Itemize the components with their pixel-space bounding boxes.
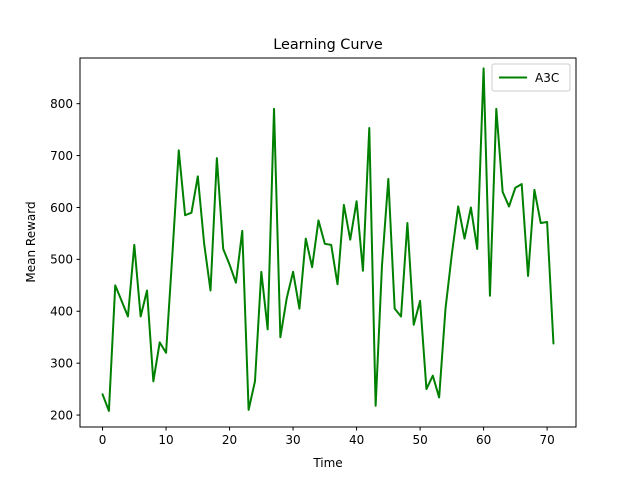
legend: A3C xyxy=(491,63,571,92)
y-tick-label: 800 xyxy=(50,97,73,111)
x-tick-label: 40 xyxy=(349,433,364,447)
x-tick-label: 20 xyxy=(222,433,237,447)
x-axis-label: Time xyxy=(312,456,342,470)
axis-ticks: 0 10 20 30 40 50 60 70 200 300 400 500 600 700 800 xyxy=(50,97,555,447)
y-tick-label: 300 xyxy=(50,356,73,370)
x-tick-label: 70 xyxy=(539,433,554,447)
x-tick-label: 10 xyxy=(158,433,173,447)
y-axis-label: Mean Reward xyxy=(24,201,38,282)
x-tick-label: 50 xyxy=(412,433,427,447)
y-tick-label: 500 xyxy=(50,253,73,267)
y-tick-label: 400 xyxy=(50,305,73,319)
x-tick-label: 30 xyxy=(285,433,300,447)
series-line-a3c xyxy=(101,67,555,412)
x-tick-label: 60 xyxy=(476,433,491,447)
y-tick-label: 700 xyxy=(50,149,73,163)
legend-label-a3c: A3C xyxy=(535,71,559,85)
legend-box xyxy=(491,63,571,92)
x-tick-label: 0 xyxy=(99,433,107,447)
y-tick-label: 200 xyxy=(50,408,73,422)
axes-frame xyxy=(79,57,577,428)
series-layer xyxy=(101,67,555,412)
y-tick-label: 600 xyxy=(50,201,73,215)
chart-title: Learning Curve xyxy=(273,37,383,53)
